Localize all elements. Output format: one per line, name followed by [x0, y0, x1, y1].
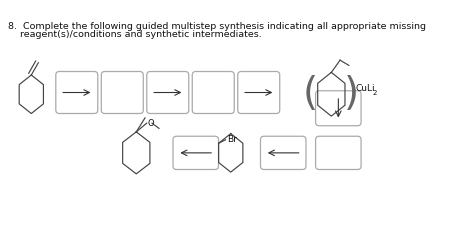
- Text: reagent(s)/conditions and synthetic intermediates.: reagent(s)/conditions and synthetic inte…: [8, 29, 262, 39]
- FancyBboxPatch shape: [238, 72, 280, 113]
- FancyBboxPatch shape: [316, 136, 361, 169]
- Text: CuLi: CuLi: [356, 84, 375, 93]
- FancyBboxPatch shape: [316, 91, 361, 126]
- Text: Br: Br: [228, 135, 237, 144]
- FancyBboxPatch shape: [101, 72, 143, 113]
- FancyBboxPatch shape: [261, 136, 306, 169]
- FancyBboxPatch shape: [173, 136, 219, 169]
- FancyBboxPatch shape: [147, 72, 189, 113]
- Text: 8.  Complete the following guided multistep synthesis indicating all appropriate: 8. Complete the following guided multist…: [8, 22, 426, 31]
- Text: O: O: [147, 119, 154, 128]
- Text: ): ): [344, 75, 359, 113]
- Text: (: (: [303, 75, 318, 113]
- FancyBboxPatch shape: [56, 72, 98, 113]
- Text: 2: 2: [373, 90, 377, 95]
- FancyBboxPatch shape: [192, 72, 234, 113]
